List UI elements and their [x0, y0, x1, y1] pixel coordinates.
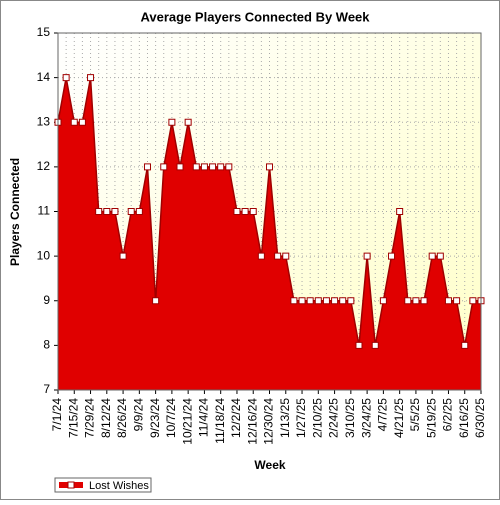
marker: [209, 163, 217, 171]
marker: [436, 252, 444, 260]
x-tick-label: 6/30/25: [473, 398, 487, 438]
marker: [363, 252, 371, 260]
x-tick-label: 12/2/24: [229, 398, 243, 438]
marker: [371, 341, 379, 349]
marker: [298, 297, 306, 305]
marker: [322, 297, 330, 305]
y-tick-label: 15: [37, 25, 51, 39]
marker: [420, 297, 428, 305]
marker: [241, 208, 249, 215]
marker: [103, 208, 111, 215]
marker: [290, 297, 298, 305]
marker: [257, 252, 265, 260]
y-tick-label: 7: [43, 382, 50, 396]
y-tick-label: 11: [38, 204, 51, 218]
x-tick-label: 4/7/25: [376, 398, 390, 432]
x-tick-label: 12/16/24: [245, 398, 259, 445]
marker: [339, 297, 347, 305]
x-tick-label: 7/1/24: [50, 398, 64, 432]
y-tick-label: 12: [37, 159, 51, 173]
x-tick-label: 5/5/25: [408, 398, 422, 432]
y-tick-label: 14: [37, 70, 51, 84]
marker: [78, 118, 86, 126]
marker: [355, 341, 363, 349]
marker: [152, 297, 160, 305]
x-tick-label: 8/26/24: [115, 398, 129, 438]
marker: [306, 297, 314, 305]
marker: [70, 118, 78, 126]
marker: [192, 163, 200, 171]
x-tick-label: 6/16/25: [457, 398, 471, 438]
x-tick-label: 3/10/25: [343, 398, 357, 438]
chart-title: Average Players Connected By Week: [140, 9, 370, 24]
marker: [412, 297, 420, 305]
marker: [388, 252, 396, 260]
x-tick-label: 4/21/25: [392, 398, 406, 438]
marker: [135, 208, 143, 215]
y-axis-label: Players Connected: [8, 158, 22, 266]
x-tick-label: 5/19/25: [424, 398, 438, 438]
marker: [461, 341, 469, 349]
marker: [111, 208, 119, 215]
marker: [428, 252, 436, 260]
marker: [396, 208, 404, 215]
x-tick-label: 10/21/24: [180, 398, 194, 445]
x-tick-label: 7/29/24: [83, 398, 97, 438]
marker: [379, 297, 387, 305]
x-tick-label: 12/30/24: [262, 398, 276, 445]
x-tick-label: 11/18/24: [213, 398, 227, 444]
marker: [249, 208, 257, 215]
x-tick-label: 11/4/24: [197, 398, 211, 437]
marker: [404, 297, 412, 305]
x-tick-label: 1/13/25: [278, 398, 292, 438]
marker: [200, 163, 208, 171]
marker: [225, 163, 233, 171]
marker: [347, 297, 355, 305]
marker: [176, 163, 184, 171]
x-tick-label: 6/2/25: [441, 398, 455, 432]
y-tick-label: 13: [37, 114, 51, 128]
marker: [233, 208, 241, 215]
y-tick-label: 10: [37, 248, 51, 262]
x-tick-label: 8/12/24: [99, 398, 113, 438]
marker: [331, 297, 339, 305]
plot-border: [57, 32, 482, 391]
x-tick-label: 9/23/24: [148, 398, 162, 438]
legend-box: [54, 477, 152, 493]
marker: [62, 74, 70, 82]
x-tick-label: 10/7/24: [164, 398, 178, 438]
x-tick-label: 9/9/24: [132, 398, 146, 432]
y-tick-label: 8: [43, 338, 50, 352]
marker: [160, 163, 168, 171]
marker: [143, 163, 151, 171]
marker: [314, 297, 322, 305]
marker: [87, 74, 95, 82]
legend-label: Lost Wishes: [89, 480, 149, 492]
area: [58, 77, 481, 390]
marker: [127, 208, 135, 215]
marker: [217, 163, 225, 171]
marker: [453, 297, 461, 305]
legend-marker: [67, 481, 75, 489]
marker: [184, 118, 192, 126]
x-tick-label: 1/27/25: [294, 398, 308, 438]
marker: [95, 208, 103, 215]
marker: [444, 297, 452, 305]
x-tick-label: 7/15/24: [66, 398, 80, 438]
marker: [168, 118, 176, 126]
marker: [266, 163, 273, 171]
x-tick-label: 2/10/25: [310, 398, 324, 438]
marker: [469, 297, 477, 305]
marker: [282, 252, 290, 260]
x-axis-label: Week: [254, 458, 285, 472]
x-tick-label: 2/24/25: [327, 398, 341, 438]
marker: [274, 252, 282, 260]
x-tick-label: 3/24/25: [359, 398, 373, 438]
y-tick-label: 9: [43, 293, 50, 307]
marker: [119, 252, 127, 260]
